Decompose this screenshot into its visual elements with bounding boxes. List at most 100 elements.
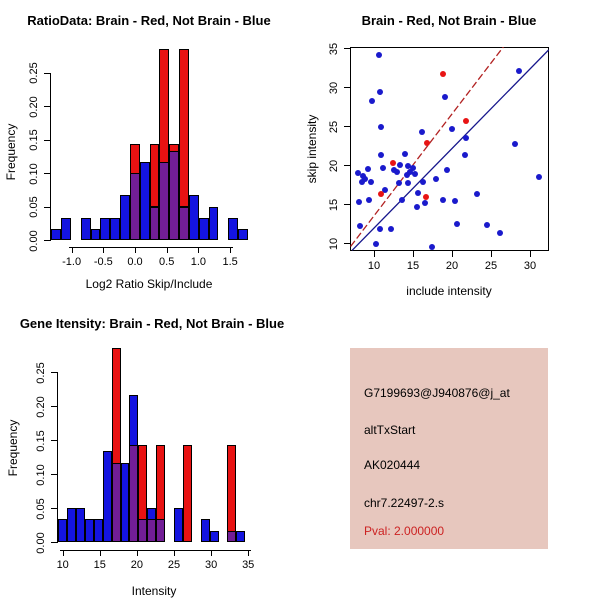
y-axis-line [50, 72, 51, 241]
histogram-bar-blue [236, 530, 246, 542]
scatter-point-red [389, 159, 396, 166]
histogram-bar-blue [147, 508, 157, 521]
histogram-bar-blue [238, 228, 248, 240]
scatter-point-blue [473, 191, 480, 198]
y-tick-label: 10 [328, 237, 340, 250]
histogram-bar-red [111, 347, 121, 464]
y-tick-label: 0.15 [28, 129, 40, 151]
x-tick-label: 25 [484, 260, 498, 272]
histogram-bar-overlap [138, 519, 148, 542]
y-axis-tick [51, 372, 57, 373]
histogram-bar-red [159, 48, 170, 163]
histogram-bar-blue [200, 519, 210, 542]
y-tick-label: 0.25 [35, 361, 47, 384]
info-line-text: altTxStart [364, 423, 416, 437]
regression-lines [350, 47, 549, 251]
histogram-bar-blue [84, 519, 94, 542]
x-axis-tick [230, 247, 232, 253]
histogram-bar-blue [90, 228, 101, 240]
histogram-bar-blue [76, 508, 85, 542]
y-tick-label: 0.05 [35, 497, 47, 520]
x-tick-label: 25 [167, 559, 181, 571]
x-axis-tick [374, 251, 375, 257]
x-axis-line [59, 550, 252, 551]
scatter-point-blue [410, 165, 416, 172]
y-axis-tick [51, 440, 57, 441]
histogram-bar-overlap [179, 206, 189, 240]
y-tick-label: 25 [328, 120, 340, 133]
x-tick-label: 0.5 [159, 256, 175, 268]
scatter-point-blue [405, 163, 412, 170]
x-axis-line [68, 247, 234, 248]
scatter-point-blue [443, 166, 450, 173]
y-axis-tick [344, 243, 350, 245]
scatter-point-blue [441, 93, 448, 100]
x-tick-label: 10 [367, 260, 381, 272]
scatter-point-blue [405, 180, 412, 187]
scatter-point-blue [367, 178, 374, 185]
scatter-point-blue [418, 128, 425, 135]
y-tick-label: 0.20 [28, 95, 40, 118]
x-tick-label: 30 [523, 260, 537, 272]
y-tick-label: 0.00 [28, 229, 40, 252]
y-axis-tick [44, 72, 50, 74]
histogram-bar-blue [120, 195, 130, 240]
histogram-bar-blue [102, 451, 112, 542]
y-axis-tick [44, 206, 50, 208]
scatter-title: Brain - Red, Not Brain - Blue [361, 13, 537, 28]
x-axis-tick [530, 251, 531, 257]
gene-hist-title: Gene Itensity: Brain - Red, Not Brain - … [19, 316, 285, 331]
histogram-bar-blue [110, 217, 121, 240]
x-axis-tick [62, 550, 64, 556]
gene-hist-ylabel: Frequency [6, 419, 20, 477]
histogram-bar-blue [198, 217, 209, 240]
scatter-point-blue [412, 170, 419, 177]
histogram-bar-blue [100, 217, 111, 240]
scatter-point-blue [449, 125, 455, 132]
scatter-point-red [463, 117, 470, 124]
x-tick-label: -1.0 [62, 256, 82, 268]
x-axis-tick [248, 550, 250, 556]
histogram-bar-overlap [129, 173, 140, 240]
y-axis-line [57, 372, 58, 543]
scatter-point-red [424, 139, 431, 146]
histogram-bar-blue [93, 519, 103, 542]
histogram-bar-red [179, 48, 189, 208]
histogram-bar-red [138, 444, 148, 521]
scatter-point-blue [393, 169, 400, 176]
x-axis-tick [99, 550, 101, 556]
scatter-point-blue [512, 141, 519, 148]
scatter-point-blue [362, 176, 369, 183]
y-tick-label: 35 [328, 42, 340, 55]
scatter-point-blue [440, 196, 447, 203]
x-axis-tick [136, 550, 138, 556]
scatter-point-blue [395, 180, 402, 187]
histogram-bar-red [129, 144, 140, 174]
y-axis-tick [44, 173, 50, 174]
ratio-hist-ylabel: Frequency [4, 123, 18, 181]
scatter-point-blue [396, 162, 403, 169]
scatter-point-blue [358, 179, 365, 186]
scatter-point-blue [380, 165, 387, 172]
scatter-point-blue [402, 150, 409, 157]
scatter-point-blue [484, 221, 491, 228]
histogram-bar-overlap [227, 530, 237, 542]
histogram-bar-overlap [169, 150, 180, 240]
x-axis-tick [211, 550, 213, 556]
scatter-point-blue [432, 175, 439, 182]
x-tick-label: 30 [204, 559, 218, 571]
y-axis-tick [51, 542, 57, 543]
x-axis-tick [135, 247, 136, 253]
histogram-bar-red [156, 444, 166, 521]
x-tick-label: 0.0 [127, 256, 143, 268]
histogram-bar-red [182, 444, 192, 542]
y-axis-tick [344, 87, 350, 89]
histogram-bar-blue [208, 206, 219, 240]
histogram-bar-blue [174, 508, 183, 542]
scatter-point-blue [360, 173, 367, 180]
brain-fit-line [350, 47, 504, 247]
histogram-bar-red [227, 444, 237, 532]
x-tick-label: 1.0 [190, 256, 207, 268]
x-axis-tick [198, 247, 200, 253]
y-axis-tick [44, 139, 50, 141]
